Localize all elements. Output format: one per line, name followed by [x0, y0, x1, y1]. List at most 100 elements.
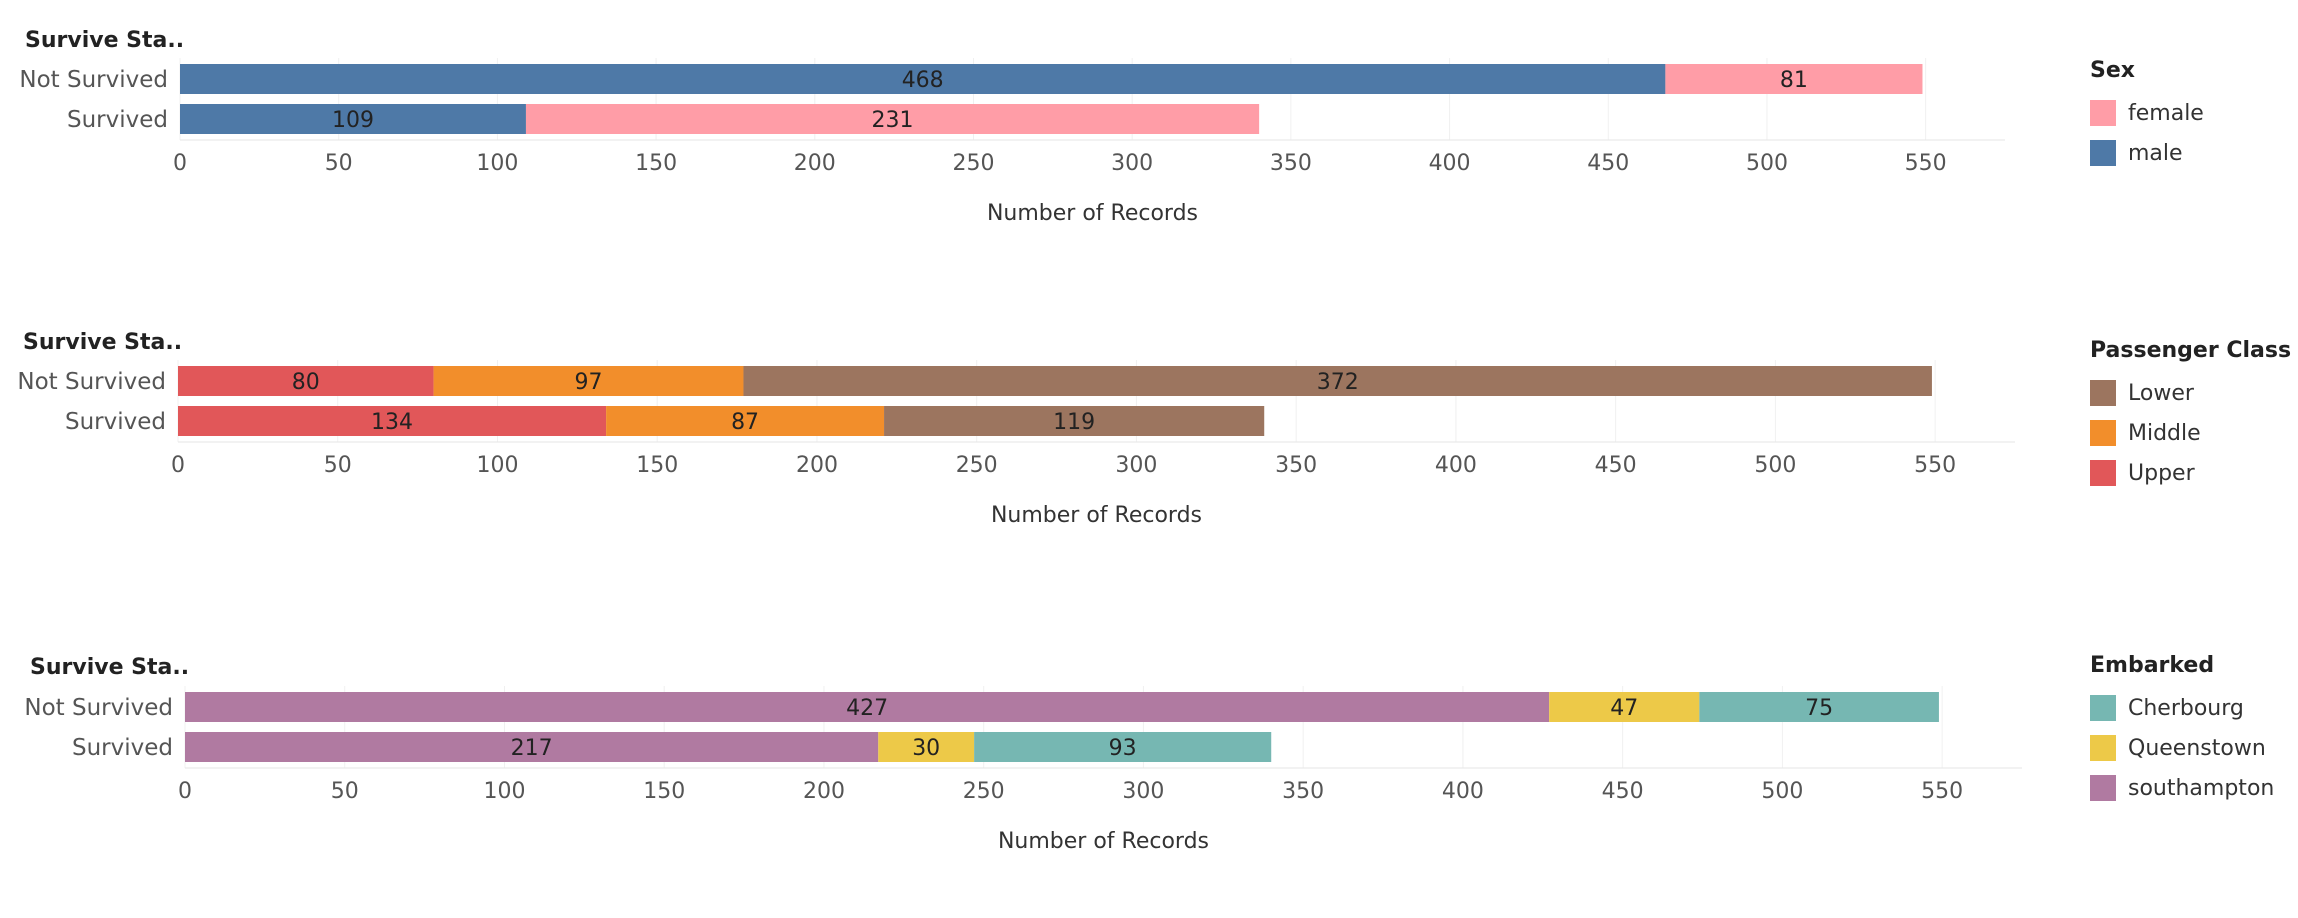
- data-label: 427: [846, 696, 888, 721]
- tick-label: 0: [171, 453, 185, 478]
- tick-label: 350: [1275, 453, 1317, 478]
- bar-segment: [180, 64, 1666, 94]
- bar-segment: [1699, 692, 1939, 722]
- category-label: Not Survived: [17, 369, 166, 395]
- category-label: Not Survived: [19, 67, 168, 93]
- tick-label: 400: [1435, 453, 1477, 478]
- legend-item-southampton[interactable]: southampton: [2090, 768, 2274, 808]
- bar-segment: [974, 732, 1272, 762]
- legend-item-cherbourg[interactable]: Cherbourg: [2090, 688, 2274, 728]
- sex-legend: Sex female male: [2090, 58, 2204, 173]
- tick-label: 200: [803, 779, 845, 804]
- tick-label: 400: [1442, 779, 1484, 804]
- tick-label: 0: [178, 779, 192, 804]
- legend-swatch: [2090, 100, 2116, 126]
- legend-swatch: [2090, 380, 2116, 406]
- legend-title: Sex: [2090, 58, 2135, 83]
- category-label: Survived: [72, 735, 173, 761]
- tick-label: 250: [963, 779, 1005, 804]
- bar-segment: [884, 406, 1265, 436]
- bar-segment: [606, 406, 885, 436]
- tick-label: 500: [1754, 453, 1796, 478]
- tick-label: 450: [1587, 151, 1629, 176]
- tick-label: 50: [324, 453, 352, 478]
- legend-swatch: [2090, 140, 2116, 166]
- legend-label: female: [2128, 100, 2204, 126]
- dimension-title: Survive Sta..: [23, 330, 183, 355]
- tick-label: 50: [331, 779, 359, 804]
- data-label: 97: [575, 370, 603, 395]
- bar-segment: [185, 692, 1550, 722]
- legend-swatch: [2090, 775, 2116, 801]
- sex-bar-chart: Not Survived Survived 468 81 109 231 0 50 100 150…: [19, 58, 2005, 226]
- dimension-title: Survive Sta..: [30, 655, 190, 680]
- tick-label: 100: [476, 151, 518, 176]
- embarked-bar-chart: Not Survived Survived 427 47 75 217 30 93 0 50 100…: [24, 686, 2022, 854]
- tick-label: 250: [956, 453, 998, 478]
- legend-label: Middle: [2128, 420, 2201, 446]
- legend-item-upper[interactable]: Upper: [2090, 453, 2291, 493]
- category-label: Not Survived: [24, 695, 173, 721]
- legend-item-queenstown[interactable]: Queenstown: [2090, 728, 2274, 768]
- legend-item-lower[interactable]: Lower: [2090, 373, 2291, 413]
- legend-title: Embarked: [2090, 653, 2215, 678]
- data-label: 30: [912, 736, 940, 761]
- data-label: 93: [1109, 736, 1137, 761]
- legend-label: Lower: [2128, 380, 2194, 406]
- x-axis-title: Number of Records: [991, 503, 1202, 528]
- data-label: 81: [1780, 68, 1808, 93]
- data-label: 47: [1610, 696, 1638, 721]
- legend-swatch: [2090, 420, 2116, 446]
- data-label: 468: [902, 68, 944, 93]
- embarked-legend: Embarked Cherbourg Queenstown southampto…: [2090, 653, 2274, 808]
- legend-item-male[interactable]: male: [2090, 133, 2204, 173]
- x-axis-title: Number of Records: [987, 201, 1198, 226]
- bar-segment: [743, 366, 1932, 396]
- tick-label: 200: [794, 151, 836, 176]
- tick-label: 200: [796, 453, 838, 478]
- tick-label: 150: [635, 151, 677, 176]
- tick-label: 450: [1595, 453, 1637, 478]
- legend-label: Cherbourg: [2128, 695, 2244, 721]
- bar-segment: [1665, 64, 1923, 94]
- tick-label: 500: [1761, 779, 1803, 804]
- data-label: 119: [1053, 410, 1095, 435]
- data-label: 134: [371, 410, 413, 435]
- passenger-class-bar-chart: Not Survived Survived 80 97 372 134 87 119 0 50 10…: [17, 360, 2015, 528]
- tick-label: 300: [1122, 779, 1164, 804]
- bar-segment: [178, 406, 607, 436]
- tick-label: 300: [1115, 453, 1157, 478]
- tick-label: 0: [173, 151, 187, 176]
- passenger-class-legend: Passenger Class Lower Middle Upper: [2090, 338, 2291, 493]
- dimension-title: Survive Sta..: [25, 28, 185, 53]
- bar-segment: [433, 366, 744, 396]
- tick-label: 250: [952, 151, 994, 176]
- legend-swatch: [2090, 460, 2116, 486]
- bar-segment: [1549, 692, 1700, 722]
- legend-label: male: [2128, 140, 2183, 166]
- x-axis-title: Number of Records: [998, 829, 1209, 854]
- tick-label: 150: [643, 779, 685, 804]
- tick-label: 50: [325, 151, 353, 176]
- data-label: 75: [1805, 696, 1833, 721]
- tick-label: 550: [1914, 453, 1956, 478]
- data-label: 231: [872, 108, 914, 133]
- legend-item-middle[interactable]: Middle: [2090, 413, 2291, 453]
- tick-label: 100: [483, 779, 525, 804]
- data-label: 87: [731, 410, 759, 435]
- legend-swatch: [2090, 735, 2116, 761]
- data-label: 109: [332, 108, 374, 133]
- legend-item-female[interactable]: female: [2090, 93, 2204, 133]
- category-label: Survived: [65, 409, 166, 435]
- legend-swatch: [2090, 695, 2116, 721]
- tick-label: 500: [1746, 151, 1788, 176]
- passenger-class-chart-panel: Survive Sta.. Not Survived Survived 80 97 37…: [0, 302, 2298, 592]
- bar-segment: [178, 366, 434, 396]
- tick-label: 450: [1602, 779, 1644, 804]
- sex-chart-panel: Survive Sta.. Not Survived Survived 468 81 1…: [0, 0, 2298, 290]
- legend-title: Passenger Class: [2090, 338, 2292, 363]
- data-label: 372: [1317, 370, 1359, 395]
- tick-label: 400: [1429, 151, 1471, 176]
- legend-label: southampton: [2128, 775, 2275, 801]
- bar-segment: [878, 732, 975, 762]
